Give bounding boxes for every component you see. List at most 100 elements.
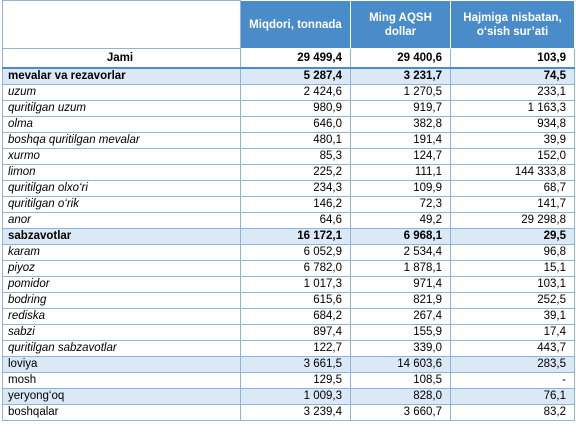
value-cell: 29,5	[450, 228, 575, 245]
row-label: loviya	[2, 356, 241, 373]
table-row: Jami 29 499,4 29 400,6 103,9	[2, 48, 575, 69]
value-cell: 15,1	[450, 260, 575, 277]
value-cell: 897,4	[240, 324, 351, 341]
value-cell: -	[450, 372, 575, 389]
row-label: Jami	[2, 48, 241, 69]
row-label: mosh	[2, 372, 241, 389]
table-row: loviya 3 661,5 14 603,6 283,5	[2, 356, 575, 373]
header-cell: Ming AQSH dollar	[350, 0, 451, 49]
table-row: quritilgan uzum 980,9 919,7 1 163,3	[2, 100, 575, 117]
row-label: rediska	[2, 308, 241, 325]
value-cell: 124,7	[350, 148, 451, 165]
value-cell: 3 239,4	[240, 404, 351, 421]
value-cell: 72,3	[350, 196, 451, 213]
value-cell: 1 270,5	[350, 84, 451, 101]
row-label: pomidor	[2, 276, 241, 293]
row-label: boshqa quritilgan mevalar	[2, 132, 241, 149]
value-cell: 122,7	[240, 340, 351, 357]
blank-header	[2, 0, 241, 49]
value-cell: 919,7	[350, 100, 451, 117]
row-label: karam	[2, 244, 241, 261]
value-cell: 283,5	[450, 356, 575, 373]
table-row: boshqa quritilgan mevalar 480,1 191,4 39,9	[2, 132, 575, 149]
value-cell: 980,9	[240, 100, 351, 117]
value-cell: 1 878,1	[350, 260, 451, 277]
value-cell: 6 968,1	[350, 228, 451, 245]
value-cell: 17,4	[450, 324, 575, 341]
value-cell: 971,4	[350, 276, 451, 293]
header-row: Miqdori, tonnada Ming AQSH dollar Hajmig…	[2, 0, 575, 49]
value-cell: 109,9	[350, 180, 451, 197]
value-cell: 16 172,1	[240, 228, 351, 245]
value-cell: 108,5	[350, 372, 451, 389]
row-label: yeryong‘oq	[2, 388, 241, 405]
table-row: mosh 129,5 108,5-	[2, 372, 575, 389]
value-cell: 3 231,7	[350, 67, 451, 85]
value-cell: 3 661,5	[240, 356, 351, 373]
value-cell: 1 009,3	[240, 388, 351, 405]
table-row: limon 225,2 111,1 144 333,8	[2, 164, 575, 181]
value-cell: 2 534,4	[350, 244, 451, 261]
table-body: Jami 29 499,4 29 400,6 103,9 mevalar va reza…	[2, 48, 575, 421]
table-row: xurmo 85,3 124,7 152,0	[2, 148, 575, 165]
table-row: yeryong‘oq 1 009,3 828,0 76,1	[2, 388, 575, 405]
table-row: bodring 615,6 821,9 252,5	[2, 292, 575, 309]
table-row: pomidor 1 017,3 971,4 103,1	[2, 276, 575, 293]
table-row: quritilgan olxo‘ri 234,3 109,9 68,7	[2, 180, 575, 197]
value-cell: 252,5	[450, 292, 575, 309]
value-cell: 85,3	[240, 148, 351, 165]
row-label: uzum	[2, 84, 241, 101]
row-label: limon	[2, 164, 241, 181]
value-cell: 233,1	[450, 84, 575, 101]
table-row: olma 646,0 382,8 934,8	[2, 116, 575, 133]
value-cell: 103,9	[450, 48, 575, 69]
table-row: anor 64,6 49,2 29 298,8	[2, 212, 575, 229]
table-row: quritilgan sabzavotlar 122,7 339,0 443,7	[2, 340, 575, 357]
table-row: boshqalar 3 239,4 3 660,7 83,2	[2, 404, 575, 421]
row-label: anor	[2, 212, 241, 229]
header-cell: Hajmiga nisbatan, o‘sish sur’ati	[450, 0, 575, 49]
value-cell: 684,2	[240, 308, 351, 325]
row-label: quritilgan uzum	[2, 100, 241, 117]
value-cell: 29 499,4	[240, 48, 351, 69]
value-cell: 3 660,7	[350, 404, 451, 421]
row-label: olma	[2, 116, 241, 133]
value-cell: 141,7	[450, 196, 575, 213]
data-table: Miqdori, tonnada Ming AQSH dollar Hajmig…	[2, 0, 575, 421]
value-cell: 64,6	[240, 212, 351, 229]
table-row: karam 6 052,9 2 534,4 96,8	[2, 244, 575, 261]
row-label: quritilgan o‘rik	[2, 196, 241, 213]
value-cell: 103,1	[450, 276, 575, 293]
value-cell: 934,8	[450, 116, 575, 133]
table-row: piyoz 6 782,0 1 878,1 15,1	[2, 260, 575, 277]
value-cell: 828,0	[350, 388, 451, 405]
table-row: sabzi 897,4 155,9 17,4	[2, 324, 575, 341]
value-cell: 5 287,4	[240, 67, 351, 85]
table-row: rediska 684,2 267,4 39,1	[2, 308, 575, 325]
value-cell: 6 782,0	[240, 260, 351, 277]
header-cell: Miqdori, tonnada	[240, 0, 351, 49]
value-cell: 155,9	[350, 324, 451, 341]
value-cell: 821,9	[350, 292, 451, 309]
value-cell: 68,7	[450, 180, 575, 197]
value-cell: 76,1	[450, 388, 575, 405]
value-cell: 39,9	[450, 132, 575, 149]
row-label: quritilgan sabzavotlar	[2, 340, 241, 357]
row-label: xurmo	[2, 148, 241, 165]
table-row: uzum 2 424,6 1 270,5 233,1	[2, 84, 575, 101]
value-cell: 225,2	[240, 164, 351, 181]
table-row: quritilgan o‘rik 146,2 72,3 141,7	[2, 196, 575, 213]
value-cell: 1 163,3	[450, 100, 575, 117]
value-cell: 152,0	[450, 148, 575, 165]
value-cell: 29 298,8	[450, 212, 575, 229]
value-cell: 96,8	[450, 244, 575, 261]
row-label: piyoz	[2, 260, 241, 277]
value-cell: 339,0	[350, 340, 451, 357]
value-cell: 443,7	[450, 340, 575, 357]
row-label: mevalar va rezavorlar	[2, 67, 241, 85]
row-label: sabzavotlar	[2, 228, 241, 245]
value-cell: 615,6	[240, 292, 351, 309]
value-cell: 2 424,6	[240, 84, 351, 101]
value-cell: 191,4	[350, 132, 451, 149]
